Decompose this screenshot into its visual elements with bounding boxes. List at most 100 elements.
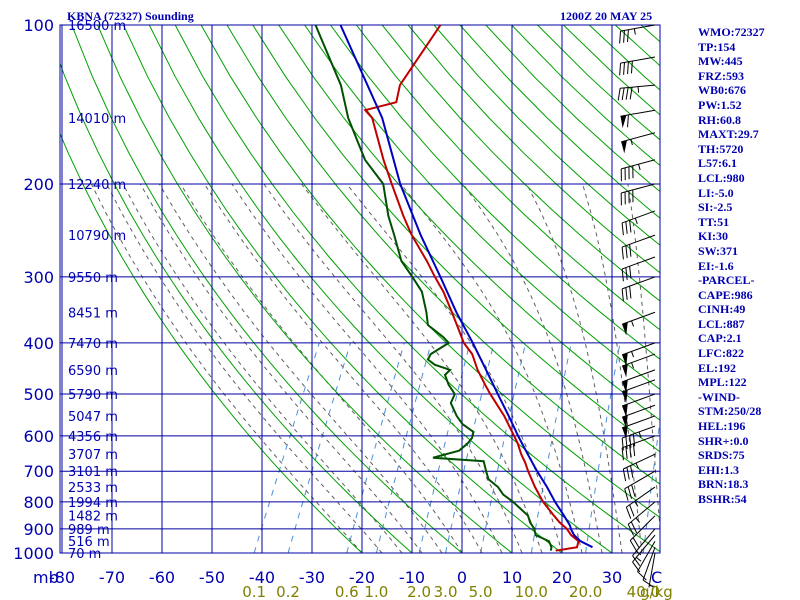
mixing-ratio-label: 2.0 xyxy=(407,583,431,600)
index-item: SW:371 xyxy=(698,243,739,258)
pressure-tick-label: 500 xyxy=(23,385,54,404)
wind-barb xyxy=(619,24,656,44)
wind-barb xyxy=(637,540,656,581)
plot-frame xyxy=(59,24,661,554)
barb-half xyxy=(634,501,639,507)
index-item: BSHR:54 xyxy=(698,492,747,506)
wind-barb xyxy=(648,552,656,588)
barb-full xyxy=(624,488,629,501)
dry-adiabat xyxy=(60,132,363,553)
index-item: CINH:49 xyxy=(698,302,746,317)
mixing-ratio-label: 5.0 xyxy=(469,583,493,600)
barb-full xyxy=(629,220,632,233)
barb-full xyxy=(621,268,624,282)
barb-full xyxy=(625,506,632,519)
temperature-tick-label: -10 xyxy=(399,568,425,587)
height-label: 5047 m xyxy=(68,410,118,425)
moist-adiabat xyxy=(263,183,523,553)
pressure-tick-label: 300 xyxy=(23,268,54,287)
dry-adiabat xyxy=(60,62,413,553)
pressure-tick-label: 400 xyxy=(23,334,54,353)
barb-staff xyxy=(626,486,656,508)
barb-staff xyxy=(621,276,656,290)
barb-full xyxy=(623,30,625,43)
barb-pennant xyxy=(622,363,628,378)
barb-full xyxy=(621,222,624,236)
mixing-ratio-label: 0.2 xyxy=(276,583,300,600)
barb-pennant xyxy=(621,140,627,154)
index-item: LCL:887 xyxy=(698,316,745,331)
barb-full xyxy=(626,467,630,480)
barb-half xyxy=(631,351,635,358)
barb-staff xyxy=(632,528,656,556)
height-label: 10790 m xyxy=(68,229,126,244)
index-item: L57:6.1 xyxy=(698,156,737,171)
barb-full xyxy=(629,540,638,552)
parcel-line xyxy=(339,25,593,549)
index-item: CAPE:986 xyxy=(698,287,753,302)
wind-barb xyxy=(620,159,656,182)
moist-adiabat xyxy=(526,183,623,553)
barb-full xyxy=(621,288,624,302)
barb-staff xyxy=(620,109,656,117)
wind-barb xyxy=(617,84,656,101)
wind-barb xyxy=(621,210,656,236)
temperature-tick-label: 30 xyxy=(602,568,622,587)
index-item: RH:60.8 xyxy=(698,112,741,127)
wind-barb xyxy=(629,515,656,552)
height-label: 1994 m xyxy=(68,496,118,511)
barb-staff xyxy=(623,453,656,470)
barb-full xyxy=(627,61,629,75)
dry-adiabat xyxy=(148,25,613,553)
wind-barb xyxy=(619,56,656,76)
dry-adiabat xyxy=(356,25,660,331)
barb-full xyxy=(617,88,621,101)
wind-barb xyxy=(622,453,656,482)
barb-full xyxy=(623,62,625,75)
barb-full xyxy=(630,61,633,74)
index-item: -WIND- xyxy=(698,389,740,404)
temperature-tick-label: 20 xyxy=(552,568,572,587)
barb-staff xyxy=(621,132,656,143)
barb-full xyxy=(632,555,641,566)
indices-panel: WMO:72327 TP:154 MW:445 FRZ:593 WB0:676 PW:1.… xyxy=(698,25,798,507)
moist-adiabats xyxy=(90,183,660,553)
wind-barb xyxy=(632,528,656,566)
height-label: 3101 m xyxy=(68,465,118,480)
barb-full xyxy=(630,465,634,478)
wind-barb xyxy=(620,183,656,206)
barb-pennant xyxy=(622,403,628,418)
barb-half xyxy=(637,86,640,93)
barb-half xyxy=(638,164,641,171)
index-item: -PARCEL- xyxy=(698,273,755,288)
barb-full xyxy=(625,267,628,280)
chart-title: KBNA (72327) Sounding xyxy=(67,9,194,23)
temperature-unit-label: C xyxy=(651,568,662,587)
barb-staff xyxy=(620,24,656,32)
barb-full xyxy=(629,445,632,458)
barb-half xyxy=(635,462,639,469)
mixing-ratio-label: 40.0 xyxy=(627,583,660,600)
barb-staff xyxy=(621,256,656,270)
dry-adiabat xyxy=(200,25,660,519)
dry-adiabat xyxy=(174,25,660,553)
wind-barb xyxy=(621,342,656,367)
barb-full xyxy=(625,287,628,300)
dry-adiabat xyxy=(71,25,463,553)
barb-full xyxy=(625,221,628,234)
barb-pennant xyxy=(622,322,628,336)
barb-full xyxy=(632,433,636,447)
wind-barb xyxy=(621,311,656,336)
wind-barb xyxy=(621,256,656,282)
index-item: SHR+:0.0 xyxy=(698,433,749,448)
pressure-axis-label: mb xyxy=(33,568,59,587)
pressure-tick-label: 700 xyxy=(23,462,54,481)
barb-full xyxy=(629,244,632,257)
index-item: LI:-5.0 xyxy=(698,185,734,200)
pressure-tick-label: 900 xyxy=(23,520,54,539)
dry-adiabat xyxy=(330,25,660,360)
wind-barb xyxy=(621,425,656,451)
height-label: 6590 m xyxy=(68,364,118,379)
wind-barb xyxy=(625,486,656,519)
